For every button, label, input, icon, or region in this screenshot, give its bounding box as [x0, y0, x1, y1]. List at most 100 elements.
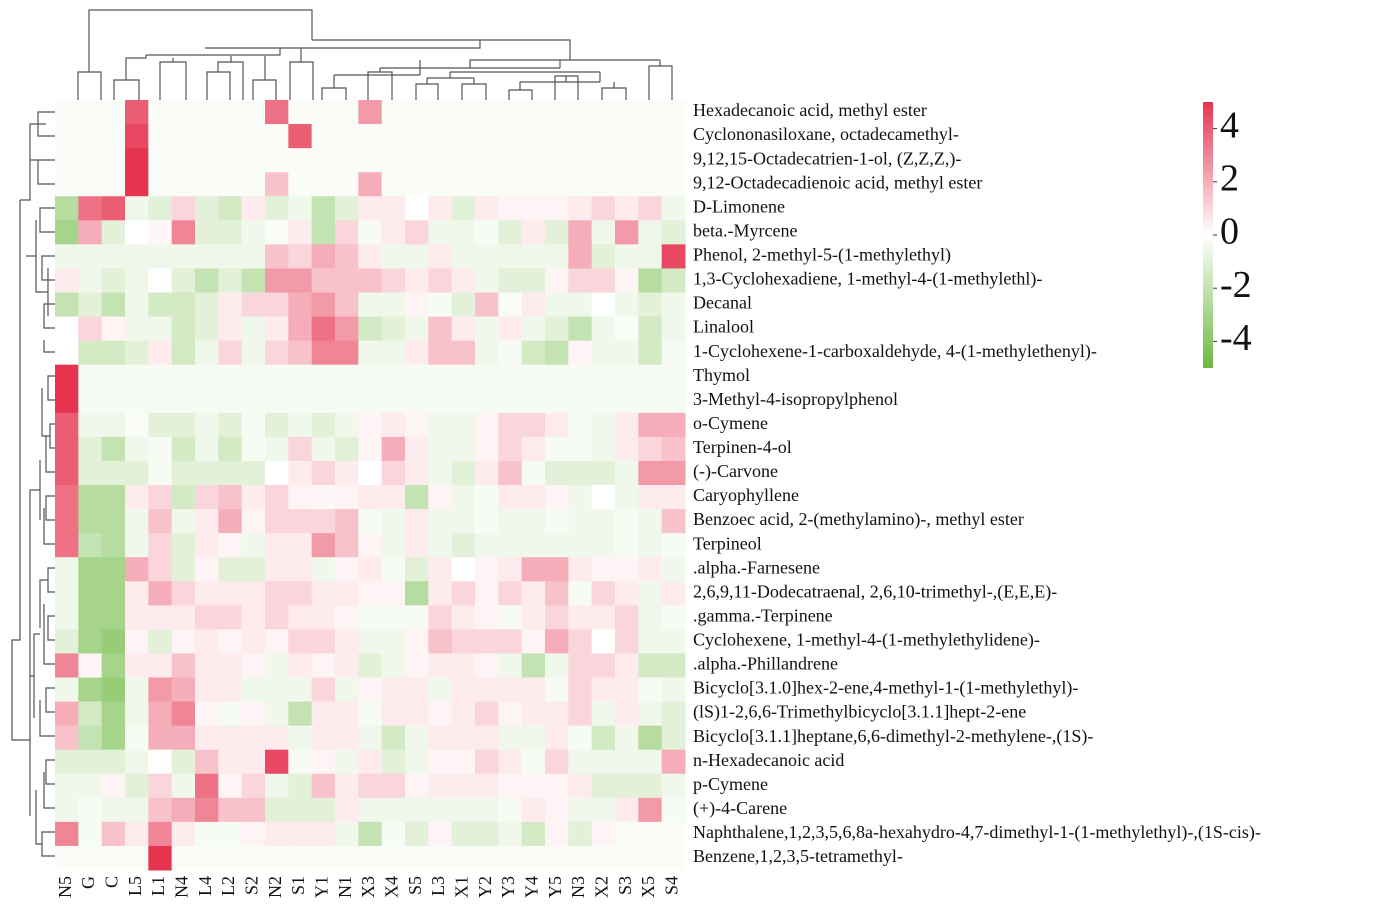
heatmap-cell [428, 557, 453, 582]
heatmap-cell [171, 677, 196, 703]
heatmap-cell [591, 581, 616, 606]
heatmap-cell [288, 533, 313, 558]
heatmap-cell [125, 773, 149, 799]
heatmap-cell [55, 821, 79, 847]
heatmap-cell [451, 100, 476, 125]
heatmap-cell [358, 340, 383, 366]
heatmap-cell [661, 268, 686, 293]
row-label: Cyclohexene, 1-methyl-4-(1-methylethylid… [693, 630, 1040, 651]
heatmap-cell [381, 196, 406, 221]
heatmap-cell [591, 388, 616, 414]
heatmap-cell [218, 436, 243, 462]
heatmap-cell [521, 388, 546, 414]
heatmap-cell [591, 292, 616, 318]
heatmap-cell [638, 340, 663, 366]
heatmap-cell [311, 605, 336, 630]
heatmap-cell [171, 653, 196, 678]
heatmap-cell [101, 557, 126, 582]
heatmap-cell [55, 412, 79, 438]
heatmap-cell [451, 845, 476, 871]
row-label: 9,12,15-Octadecatrien-1-ol, (Z,Z,Z,)- [693, 148, 961, 169]
heatmap-cell [78, 485, 103, 510]
heatmap-cell [55, 460, 79, 486]
heatmap-cell [405, 677, 429, 703]
heatmap-cell [265, 701, 289, 727]
heatmap-cell [521, 460, 546, 486]
heatmap-cell [78, 797, 103, 823]
heatmap-cell [78, 605, 103, 630]
heatmap-cell [475, 557, 499, 582]
heatmap-cell [591, 340, 616, 366]
heatmap-cell [545, 100, 569, 125]
heatmap-cell [381, 605, 406, 630]
column-label: N1 [335, 876, 355, 898]
heatmap-cell [451, 821, 476, 847]
heatmap-cell [381, 725, 406, 751]
heatmap-cell [195, 100, 219, 125]
heatmap-cell [428, 533, 453, 558]
heatmap-cell [101, 412, 126, 438]
heatmap-cell [335, 148, 359, 173]
heatmap-cell [615, 196, 639, 221]
heatmap-cell [125, 340, 149, 366]
heatmap-cell [381, 172, 406, 197]
heatmap-cell [101, 797, 126, 823]
heatmap-cell [241, 653, 266, 678]
heatmap-cell [148, 677, 173, 703]
heatmap-cell [265, 581, 289, 606]
heatmap-cell [358, 797, 383, 823]
heatmap-cell [591, 436, 616, 462]
heatmap-cell [381, 485, 406, 510]
row-label: Phenol, 2-methyl-5-(1-methylethyl) [693, 245, 951, 266]
heatmap-cell [451, 436, 476, 462]
heatmap-cell [358, 436, 383, 462]
heatmap-cell [125, 196, 149, 221]
heatmap-cell [101, 316, 126, 342]
heatmap-cell [148, 581, 173, 606]
heatmap-cell [545, 653, 569, 678]
heatmap-cell [568, 557, 593, 582]
heatmap-cell [78, 725, 103, 751]
heatmap-cell [521, 364, 546, 390]
heatmap-cell [311, 460, 336, 486]
heatmap-cell [428, 244, 453, 269]
heatmap-cell [311, 316, 336, 342]
heatmap-cell [475, 412, 499, 438]
heatmap-cell [335, 220, 359, 245]
heatmap-cell [218, 244, 243, 269]
heatmap-cell [171, 797, 196, 823]
heatmap-cell [498, 821, 523, 847]
heatmap-cell [195, 316, 219, 342]
heatmap-cell [171, 316, 196, 342]
heatmap-cell [428, 605, 453, 630]
heatmap-cell [661, 581, 686, 606]
heatmap-cell [475, 148, 499, 173]
heatmap-cell [451, 172, 476, 197]
heatmap-cell [568, 533, 593, 558]
heatmap-cell [55, 220, 79, 245]
heatmap-cell [428, 749, 453, 775]
heatmap-cell [638, 557, 663, 582]
heatmap-cell [265, 340, 289, 366]
heatmap-cell [568, 845, 593, 871]
heatmap-cell [405, 773, 429, 799]
heatmap-cell [661, 677, 686, 703]
heatmap-cell [148, 605, 173, 630]
heatmap-cell [125, 148, 149, 173]
heatmap-cell [591, 725, 616, 751]
heatmap-cell [661, 845, 686, 871]
heatmap-cell [265, 797, 289, 823]
heatmap-cell [545, 773, 569, 799]
heatmap-cell [475, 797, 499, 823]
column-label: Y1 [311, 876, 331, 898]
heatmap-cell [358, 773, 383, 799]
heatmap-cell [78, 821, 103, 847]
heatmap-cell [288, 196, 313, 221]
heatmap-cell [381, 845, 406, 871]
heatmap-cell [171, 533, 196, 558]
heatmap-cell [78, 364, 103, 390]
heatmap-cell [498, 196, 523, 221]
heatmap-cell [405, 509, 429, 534]
heatmap-cell [78, 268, 103, 293]
